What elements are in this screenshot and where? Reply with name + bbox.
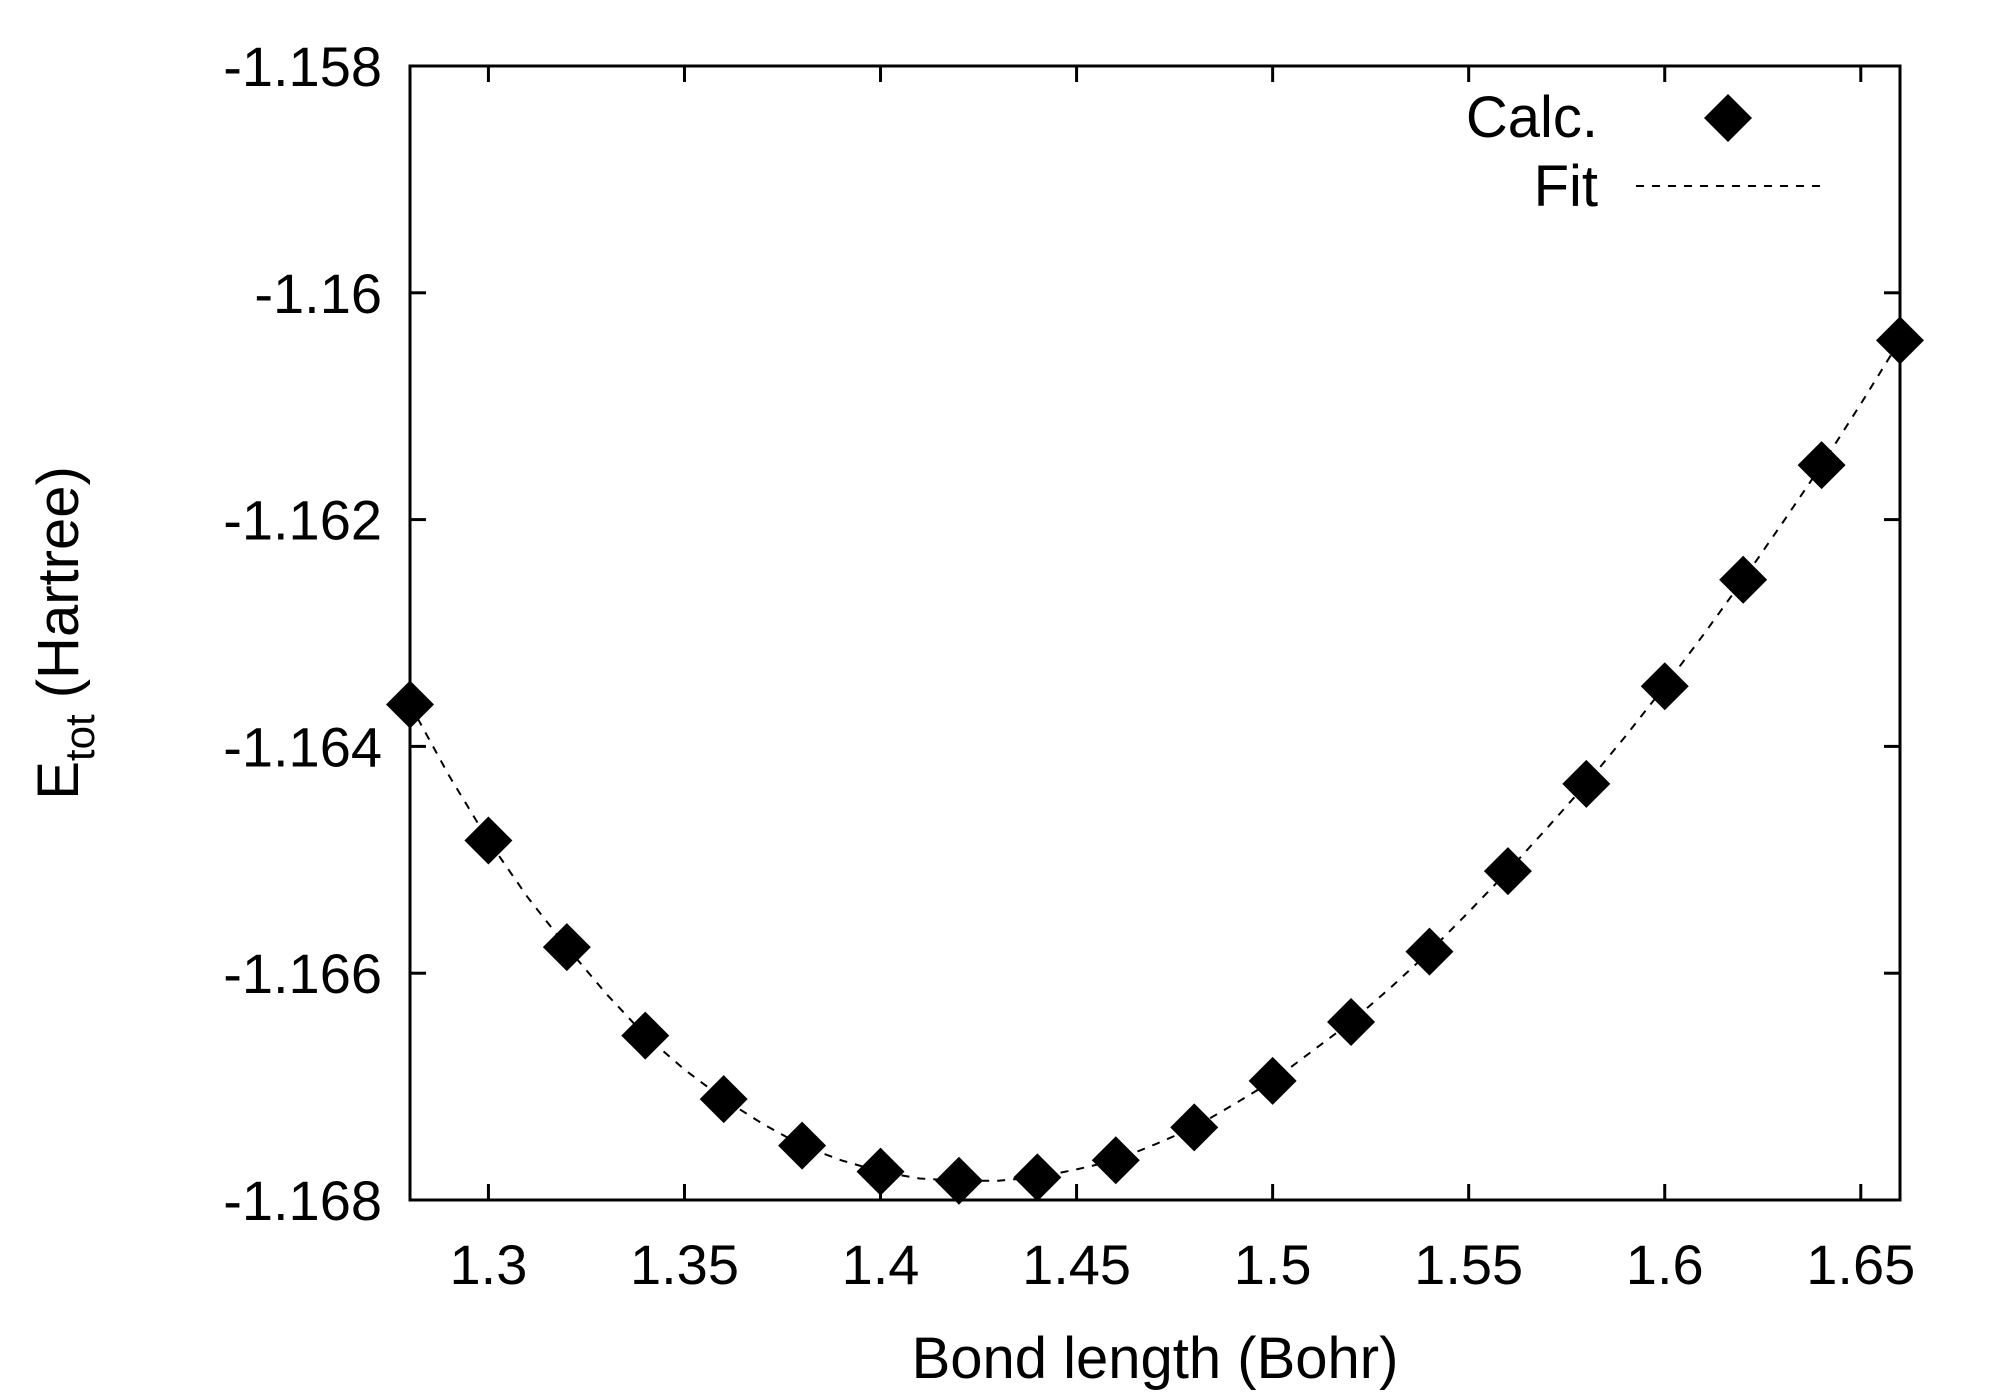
y-axis-title: Etot (Hartree) <box>26 466 103 800</box>
x-tick-label: 1.5 <box>1234 1233 1312 1296</box>
x-tick-label: 1.45 <box>1022 1233 1131 1296</box>
calc-point <box>621 1011 670 1060</box>
x-axis-ticks: 1.3 1.35 1.4 1.45 1.5 1.55 1.6 1.65 <box>449 66 1915 1296</box>
x-tick-label: 1.65 <box>1806 1233 1915 1296</box>
x-tick-label: 1.3 <box>449 1233 527 1296</box>
calc-point <box>1483 847 1532 896</box>
calc-point <box>1719 555 1768 604</box>
calc-point <box>1327 997 1376 1046</box>
calc-point <box>1562 759 1611 808</box>
legend-label-fit: Fit <box>1534 154 1598 219</box>
calc-point <box>1248 1056 1297 1105</box>
legend-label-calc: Calc. <box>1466 85 1598 150</box>
y-tick-label: -1.16 <box>254 262 382 325</box>
calc-point <box>1405 927 1454 976</box>
x-tick-label: 1.35 <box>630 1233 739 1296</box>
y-axis-title-main: E <box>26 761 91 800</box>
calc-point <box>1170 1103 1219 1152</box>
calc-point <box>1797 441 1846 490</box>
plot-frame <box>408 64 1902 1202</box>
calc-point <box>856 1147 905 1196</box>
y-tick-label: -1.158 <box>223 35 382 98</box>
x-tick-label: 1.4 <box>842 1233 920 1296</box>
y-tick-label: -1.168 <box>223 1169 382 1232</box>
y-tick-label: -1.166 <box>223 942 382 1005</box>
calc-point <box>699 1075 748 1124</box>
calc-point <box>1091 1136 1140 1185</box>
calc-points-layer <box>386 316 1924 1205</box>
calc-point <box>934 1156 983 1205</box>
x-tick-label: 1.55 <box>1414 1233 1523 1296</box>
calc-point <box>464 816 513 865</box>
legend: Calc. Fit <box>1466 85 1820 219</box>
calc-point <box>542 923 591 972</box>
y-axis-title-suffix: (Hartree) <box>26 466 91 714</box>
y-tick-label: -1.162 <box>223 489 382 552</box>
calc-point <box>1640 662 1689 711</box>
calc-point <box>778 1121 827 1170</box>
y-tick-label: -1.164 <box>223 715 382 778</box>
legend-diamond-icon <box>1704 94 1752 142</box>
fit-curve <box>409 339 1901 1182</box>
x-axis-title: Bond length (Bohr) <box>912 1326 1399 1391</box>
calc-point <box>1013 1153 1062 1202</box>
x-tick-label: 1.6 <box>1626 1233 1704 1296</box>
y-axis-ticks: -1.168 -1.166 -1.164 -1.162 -1.16 -1.158 <box>223 35 1900 1232</box>
y-axis-title-subscript: tot <box>56 714 103 761</box>
fit-curve-layer <box>409 339 1901 1182</box>
